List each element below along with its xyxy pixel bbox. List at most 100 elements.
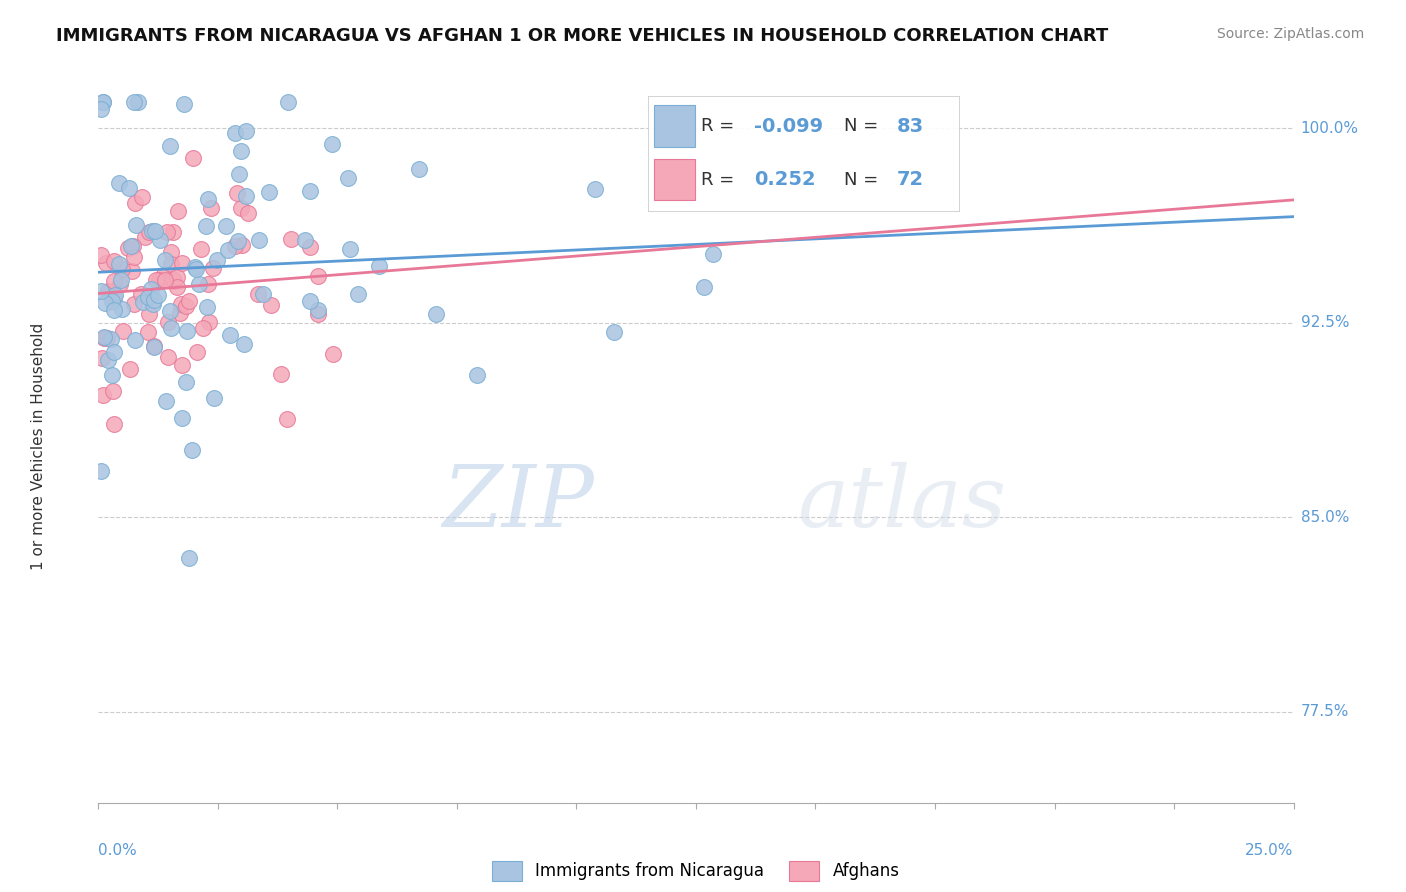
Point bbox=[97, 285, 120, 299]
Point bbox=[259, 186, 281, 200]
Point bbox=[131, 295, 153, 310]
Point bbox=[142, 297, 165, 311]
Point bbox=[702, 246, 724, 260]
Point bbox=[170, 297, 193, 311]
Point bbox=[100, 293, 122, 308]
Point bbox=[94, 256, 117, 270]
Point bbox=[184, 260, 207, 275]
Point bbox=[97, 352, 120, 367]
Point bbox=[138, 225, 160, 239]
Point bbox=[201, 261, 224, 276]
Point bbox=[90, 284, 112, 298]
Text: 83: 83 bbox=[897, 117, 924, 136]
Point bbox=[277, 95, 299, 110]
Text: 77.5%: 77.5% bbox=[1301, 705, 1348, 720]
Point bbox=[159, 138, 181, 153]
Text: ZIP: ZIP bbox=[443, 462, 595, 544]
Point bbox=[235, 123, 257, 137]
Point bbox=[122, 250, 145, 264]
Text: 25.0%: 25.0% bbox=[1246, 843, 1294, 858]
Text: R =: R = bbox=[702, 117, 740, 135]
Point bbox=[117, 241, 139, 255]
Text: N =: N = bbox=[844, 170, 884, 189]
Point bbox=[465, 368, 488, 382]
Point bbox=[91, 95, 114, 110]
Point bbox=[224, 239, 246, 253]
Point bbox=[100, 368, 122, 382]
Point bbox=[143, 339, 166, 353]
Point bbox=[159, 320, 181, 334]
Point bbox=[228, 167, 250, 181]
Point bbox=[148, 233, 170, 247]
Point bbox=[129, 286, 152, 301]
Point bbox=[93, 388, 115, 402]
Point bbox=[90, 248, 112, 262]
Point bbox=[138, 307, 160, 321]
Point bbox=[231, 238, 253, 252]
Point bbox=[200, 201, 222, 215]
Text: R =: R = bbox=[702, 170, 740, 189]
Text: 100.0%: 100.0% bbox=[1301, 120, 1358, 136]
Point bbox=[122, 296, 145, 310]
Point bbox=[156, 350, 179, 364]
Point bbox=[170, 411, 193, 425]
Point bbox=[153, 252, 176, 267]
Point bbox=[107, 257, 129, 271]
Point bbox=[339, 242, 361, 256]
Point bbox=[215, 219, 238, 234]
Point bbox=[131, 190, 153, 204]
Point bbox=[111, 262, 134, 277]
Point bbox=[143, 339, 166, 353]
Point bbox=[156, 225, 179, 239]
Point bbox=[103, 254, 125, 268]
Legend: Immigrants from Nicaragua, Afghans: Immigrants from Nicaragua, Afghans bbox=[485, 855, 907, 888]
Point bbox=[186, 262, 208, 277]
Text: N =: N = bbox=[844, 117, 884, 135]
Point bbox=[142, 293, 165, 307]
Point bbox=[188, 277, 211, 292]
Point bbox=[121, 238, 143, 252]
Point bbox=[280, 232, 302, 246]
Point bbox=[90, 465, 112, 479]
Text: 85.0%: 85.0% bbox=[1301, 510, 1348, 524]
Point bbox=[94, 295, 117, 310]
Point bbox=[172, 358, 194, 372]
Point bbox=[90, 102, 112, 116]
Point bbox=[93, 330, 115, 344]
Point bbox=[108, 177, 131, 191]
Point bbox=[167, 203, 190, 218]
Point bbox=[233, 336, 256, 351]
Point bbox=[91, 351, 114, 365]
Point bbox=[159, 304, 181, 318]
Point bbox=[174, 300, 197, 314]
Point bbox=[181, 151, 204, 165]
Point bbox=[120, 239, 142, 253]
Point bbox=[122, 95, 145, 110]
FancyBboxPatch shape bbox=[654, 105, 695, 146]
Point bbox=[276, 411, 298, 425]
Point bbox=[235, 188, 257, 202]
Point bbox=[145, 273, 167, 287]
Point bbox=[298, 240, 321, 254]
Point bbox=[163, 274, 186, 288]
Point bbox=[425, 307, 447, 321]
Text: 0.252: 0.252 bbox=[754, 170, 815, 189]
Point bbox=[224, 126, 246, 140]
Point bbox=[229, 144, 252, 158]
Point bbox=[152, 268, 174, 283]
Point bbox=[197, 277, 219, 291]
Point bbox=[226, 234, 249, 248]
Point bbox=[138, 290, 160, 304]
Point bbox=[155, 393, 177, 408]
FancyBboxPatch shape bbox=[654, 159, 695, 200]
Text: -0.099: -0.099 bbox=[754, 117, 823, 136]
Point bbox=[104, 288, 127, 302]
Point bbox=[198, 315, 221, 329]
Text: 92.5%: 92.5% bbox=[1301, 315, 1348, 330]
Point bbox=[96, 331, 118, 345]
Point bbox=[93, 330, 115, 344]
Point bbox=[141, 223, 163, 237]
Point bbox=[91, 95, 114, 110]
Point bbox=[179, 551, 201, 566]
Point bbox=[346, 286, 368, 301]
